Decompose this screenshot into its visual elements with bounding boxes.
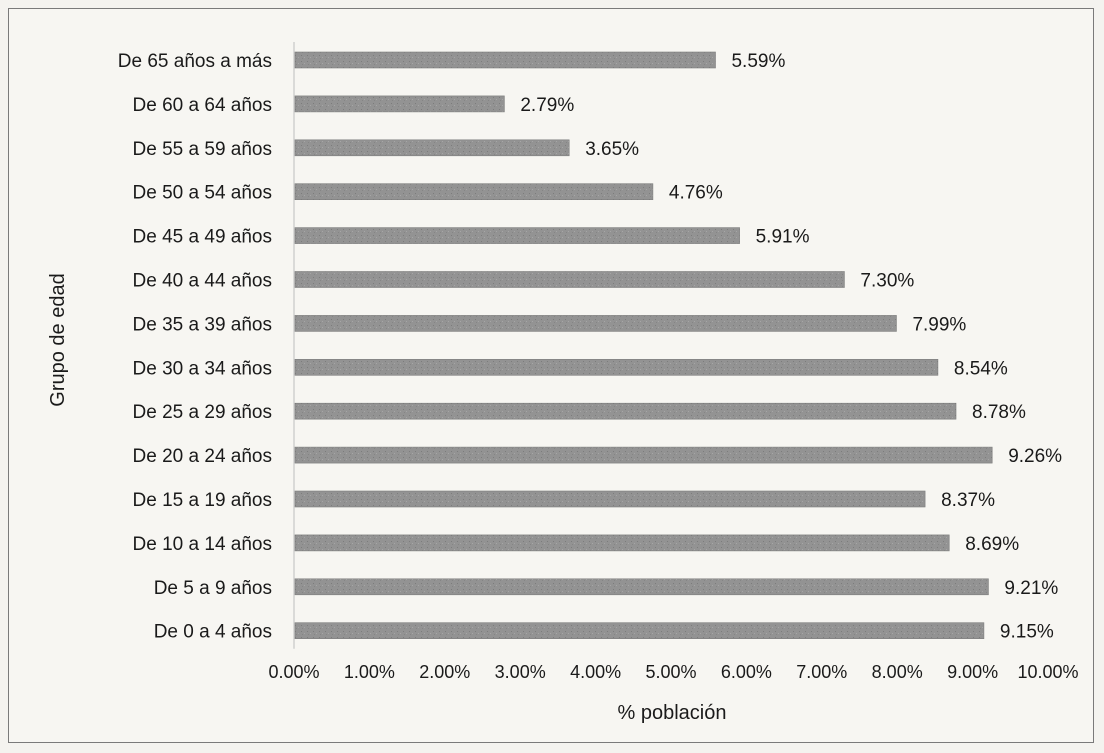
x-tick-label: 0.00% — [268, 662, 319, 682]
bar — [294, 490, 926, 508]
data-label: 8.37% — [941, 490, 995, 511]
x-tick-label: 7.00% — [796, 662, 847, 682]
x-tick-label: 10.00% — [1017, 662, 1078, 682]
bar — [294, 183, 654, 200]
x-tick-label: 5.00% — [645, 662, 696, 682]
category-label: De 15 a 19 años — [133, 490, 272, 511]
bar — [294, 139, 570, 157]
bar — [294, 271, 845, 288]
data-label: 9.21% — [1004, 578, 1058, 599]
x-tick-label: 6.00% — [721, 662, 772, 682]
data-label: 8.54% — [954, 358, 1008, 379]
bar — [294, 95, 505, 113]
bar — [294, 227, 740, 244]
x-tick-label: 3.00% — [495, 662, 546, 682]
bar — [294, 578, 989, 596]
bar — [294, 315, 897, 332]
y-axis-title: Grupo de edad — [47, 273, 69, 406]
x-tick-label: 8.00% — [872, 662, 923, 682]
x-tick-label: 1.00% — [344, 662, 395, 682]
data-label: 2.79% — [520, 95, 574, 116]
category-label: De 20 a 24 años — [133, 446, 272, 467]
value-labels: 5.59% 2.79% 3.65% 4.76% 5.91% 7.30% 7.99% 8.54%… — [520, 51, 1062, 643]
bar — [294, 358, 939, 376]
x-tick-label: 4.00% — [570, 662, 621, 682]
category-label: De 35 a 39 años — [133, 314, 272, 335]
category-label: De 65 años a más — [118, 51, 272, 72]
data-label: 5.91% — [756, 227, 810, 248]
data-label: 7.30% — [860, 271, 914, 292]
data-label: 8.78% — [972, 402, 1026, 423]
data-label: 3.65% — [585, 139, 639, 160]
data-label: 5.59% — [731, 51, 785, 72]
x-tick-label: 9.00% — [947, 662, 998, 682]
category-label: De 45 a 49 años — [133, 227, 272, 248]
data-label: 7.99% — [912, 314, 966, 335]
x-tick-labels: 0.00% 1.00% 2.00% 3.00% 4.00% 5.00% 6.00% 7.00%… — [268, 662, 1078, 682]
bar — [294, 51, 716, 69]
x-axis-title: % población — [618, 702, 727, 724]
bar — [294, 446, 993, 464]
category-labels: De 65 años a más De 60 a 64 años De 55 a 5… — [118, 51, 272, 643]
category-label: De 25 a 29 años — [133, 402, 272, 423]
bar — [294, 534, 950, 552]
category-label: De 10 a 14 años — [133, 534, 272, 555]
bars-group — [294, 51, 993, 640]
data-label: 8.69% — [965, 534, 1019, 555]
bar — [294, 622, 985, 640]
category-label: De 30 a 34 años — [133, 358, 272, 379]
data-label: 4.76% — [669, 183, 723, 204]
category-label: De 50 a 54 años — [133, 183, 272, 204]
bar — [294, 402, 957, 420]
data-label: 9.15% — [1000, 622, 1054, 643]
category-label: De 55 a 59 años — [133, 139, 272, 160]
data-label: 9.26% — [1008, 446, 1062, 467]
x-tick-label: 2.00% — [419, 662, 470, 682]
category-label: De 40 a 44 años — [133, 271, 272, 292]
category-label: De 60 a 64 años — [133, 95, 272, 116]
category-label: De 5 a 9 años — [154, 578, 272, 599]
category-label: De 0 a 4 años — [154, 622, 272, 643]
